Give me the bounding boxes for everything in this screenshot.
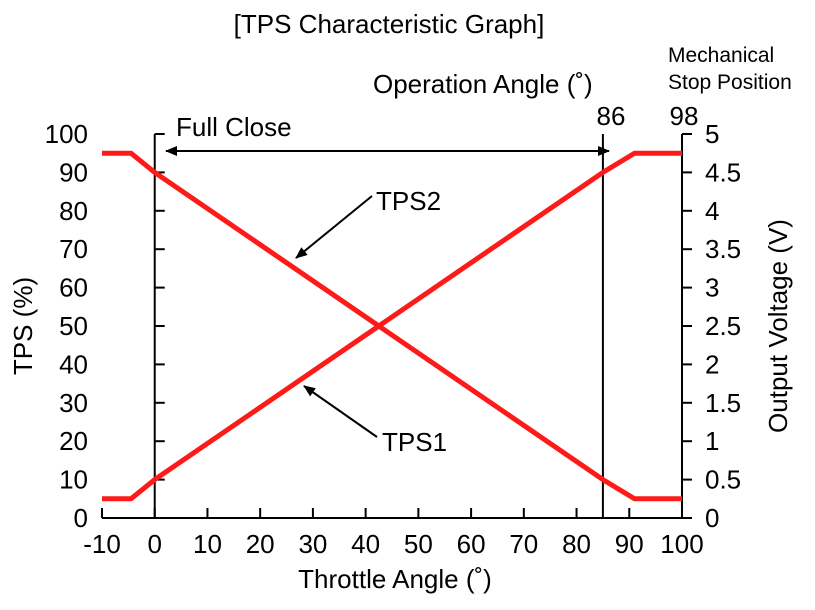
y2-tick-label: 5 [705,119,719,149]
x-tick-label: 20 [246,529,275,559]
x-tick-label: 0 [147,529,161,559]
mechanical-stop-label-line1: Mechanical [668,44,774,67]
y-tick-label: 0 [74,503,88,533]
y2-tick-label: 4.5 [705,157,741,187]
y-tick-label: 60 [59,273,88,303]
full-close-label: Full Close [176,112,292,142]
y2-axis-title: Output Voltage (V) [763,219,793,433]
y-tick-label: 90 [59,157,88,187]
tps2-label: TPS2 [376,186,441,216]
x-tick-label: 70 [509,529,538,559]
y-tick-label: 50 [59,311,88,341]
x-tick-label: 90 [615,529,644,559]
y-tick-label: 40 [59,349,88,379]
tps2-pointer-arrow [295,195,373,259]
y-axis-title: TPS (%) [8,277,38,375]
y-tick-label: 30 [59,388,88,418]
tps1-pointer-arrow [303,385,378,438]
y-tick-label: 10 [59,465,88,495]
x-tick-label: 80 [562,529,591,559]
mechanical-stop-value: 98 [670,101,699,131]
operation-angle-label: Operation Angle (˚) [373,69,593,99]
series-line-tps2 [102,150,682,502]
y2-tick-label: 3.5 [705,234,741,264]
y-tick-label: 20 [59,426,88,456]
tick-label-layer: -10 0 10 20 30 40 50 60 70 80 90 100010203040506070… [45,119,742,559]
axes-layer [101,133,692,519]
y2-tick-label: 4 [705,196,719,226]
mechanical-stop-label-line2: Stop Position [668,71,792,94]
y2-tick-label: 2 [705,349,719,379]
y2-tick-label: 1.5 [705,388,741,418]
y-tick-label: 80 [59,196,88,226]
y2-tick-label: 0 [705,503,719,533]
operation-angle-value: 86 [597,101,626,131]
y-tick-label: 100 [45,119,88,149]
x-tick-label: 60 [457,529,486,559]
series-layer [102,150,682,502]
y2-tick-label: 0.5 [705,465,741,495]
x-axis-title: Throttle Angle (˚) [298,564,492,594]
y2-tick-label: 3 [705,273,719,303]
x-tick-label: -10 [83,529,121,559]
x-tick-label: 50 [404,529,433,559]
x-tick-label: 40 [351,529,380,559]
y-tick-label: 70 [59,234,88,264]
tps1-label: TPS1 [382,427,447,457]
x-tick-label: 30 [298,529,327,559]
y2-tick-label: 1 [705,426,719,456]
chart-title: [TPS Characteristic Graph] [234,9,545,39]
y2-tick-label: 2.5 [705,311,741,341]
x-tick-label: 10 [193,529,222,559]
x-tick-label: 100 [660,529,703,559]
